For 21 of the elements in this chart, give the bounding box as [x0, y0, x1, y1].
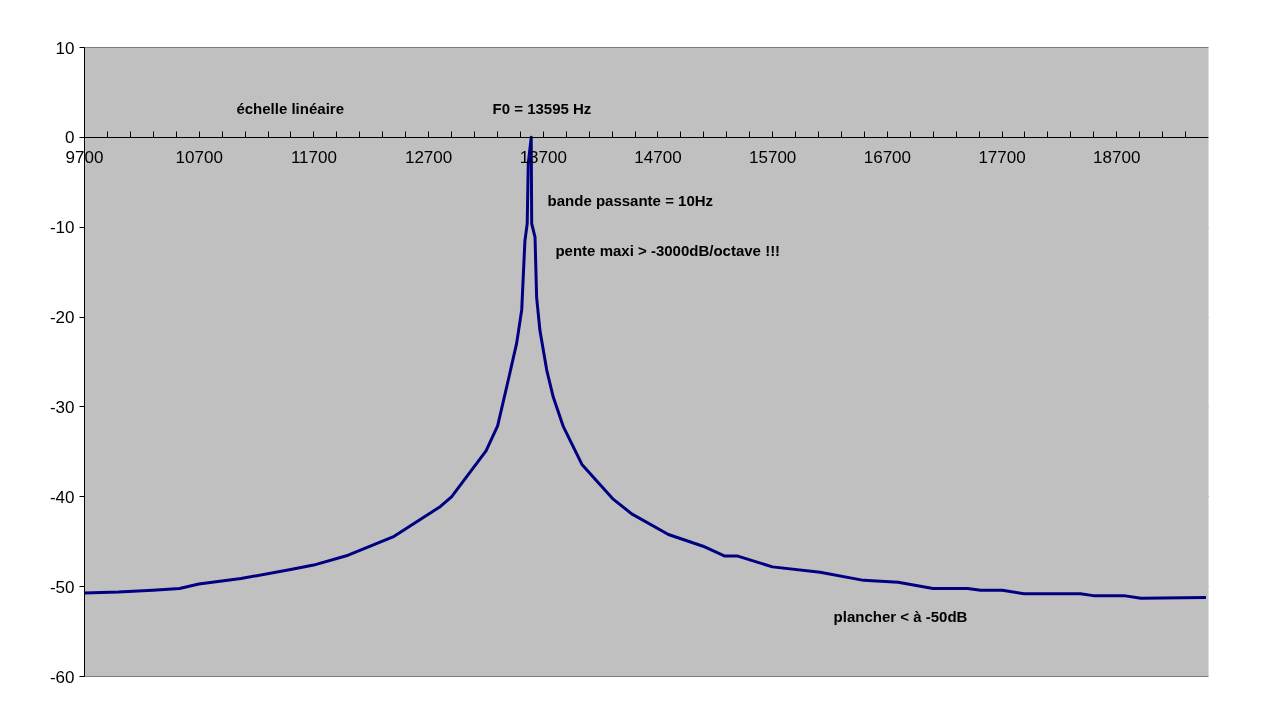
x-tick-label: 14700: [634, 148, 682, 168]
x-tick-label: 10700: [175, 148, 223, 168]
x-tick-label: 17700: [978, 148, 1026, 168]
y-tick-label: -20: [49, 308, 75, 328]
x-tick-label: 11700: [290, 148, 337, 168]
y-tick-label: 0: [65, 128, 75, 148]
x-tick-label: 15700: [749, 148, 797, 168]
x-tick-label: 12700: [404, 148, 453, 168]
annotation: plancher < à -50dB: [833, 607, 968, 625]
y-tick-label: -50: [49, 577, 75, 597]
annotation: échelle linéaire: [236, 100, 344, 118]
y-tick-label: -30: [49, 397, 75, 417]
x-tick-label: 16700: [863, 148, 911, 168]
y-tick-label: -10: [49, 218, 75, 238]
y-tick-label: 10: [55, 38, 75, 58]
annotation: pente maxi > -3000dB/octave !!!: [555, 242, 781, 260]
y-tick-label: -60: [49, 667, 75, 687]
x-tick-label: 18700: [1093, 148, 1141, 168]
annotation: F0 = 13595 Hz: [492, 100, 592, 118]
annotation: bande passante = 10Hz: [547, 191, 714, 209]
y-tick-label: -40: [49, 487, 75, 507]
